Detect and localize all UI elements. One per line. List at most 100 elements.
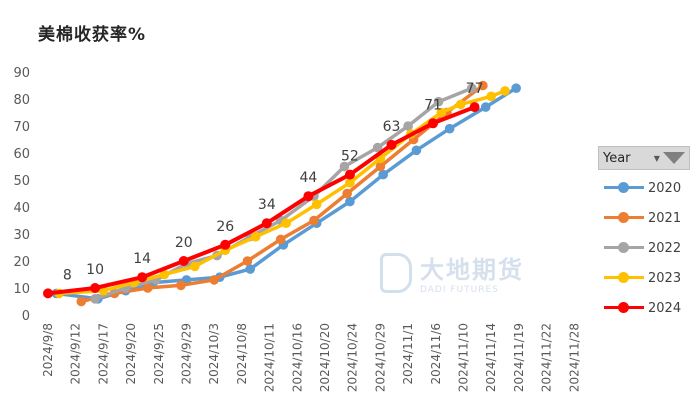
y-tick-label: 80	[13, 93, 30, 108]
data-label-2024: 71	[424, 97, 442, 113]
data-point-2020	[411, 145, 422, 156]
x-tick-label: 2024/11/10	[457, 323, 471, 392]
chart-title: 美棉收获率%	[38, 25, 147, 45]
legend-item-2020[interactable]: 2020	[598, 176, 690, 200]
data-point-2024	[220, 239, 231, 250]
data-point-2024	[469, 102, 480, 113]
data-point-2023	[250, 231, 261, 242]
data-point-2020	[480, 102, 491, 112]
data-point-2024	[386, 139, 397, 150]
legend-label: 2022	[648, 240, 682, 256]
data-point-2021	[342, 188, 352, 199]
data-point-2024	[428, 118, 439, 129]
data-point-2022	[403, 121, 413, 131]
data-point-2022	[433, 96, 444, 107]
data-label-2024: 14	[133, 251, 151, 267]
data-point-2023	[311, 199, 322, 210]
data-point-2020	[511, 83, 521, 93]
x-tick-label: 2024/9/8	[41, 323, 55, 377]
x-tick-label: 2024/9/17	[96, 323, 110, 385]
x-tick-label: 2024/10/11	[263, 323, 277, 392]
legend-label: 2021	[648, 210, 682, 226]
data-point-2024	[178, 256, 189, 266]
legend-label: 2020	[648, 180, 682, 196]
x-tick-label: 2024/11/1	[401, 323, 415, 385]
x-tick-label: 2024/10/29	[373, 323, 387, 392]
data-point-2023	[190, 261, 200, 272]
y-tick-label: 10	[13, 282, 30, 297]
x-tick-label: 2024/11/6	[429, 323, 443, 385]
x-tick-label: 2024/10/16	[290, 323, 304, 392]
data-point-2021	[176, 280, 186, 291]
legend-header-label: Year	[603, 150, 631, 166]
data-point-2020	[245, 264, 256, 274]
y-tick-label: 50	[13, 174, 30, 189]
data-point-2024	[137, 272, 148, 283]
data-point-2021	[142, 283, 153, 293]
x-tick-label: 2024/10/3	[207, 323, 221, 385]
x-tick-label: 2024/9/29	[180, 323, 194, 385]
data-point-2021	[375, 161, 386, 172]
x-tick-label: 2024/11/28	[567, 323, 581, 392]
legend: Year ▼ 2020 2021 2022 2023 2024	[598, 146, 690, 320]
data-point-2021	[209, 275, 219, 285]
data-label-2024: 10	[86, 262, 104, 278]
watermark-logo-icon	[380, 252, 412, 293]
y-tick-label: 0	[22, 309, 30, 324]
data-point-2024	[344, 169, 355, 180]
data-point-2023	[486, 91, 497, 102]
data-point-2021	[242, 256, 253, 266]
data-point-2024	[303, 191, 314, 202]
data-label-2024: 52	[341, 149, 359, 165]
filter-funnel-icon[interactable]	[663, 152, 685, 164]
data-point-2022	[372, 142, 383, 153]
data-point-2022	[90, 294, 100, 304]
data-point-2021	[76, 296, 87, 307]
legend-filter-header[interactable]: Year ▼	[598, 146, 690, 170]
y-tick-label: 20	[13, 255, 30, 270]
legend-item-2024[interactable]: 2024	[598, 296, 690, 320]
data-point-2022	[467, 83, 477, 93]
data-point-2024	[90, 283, 101, 293]
legend-swatch	[604, 241, 644, 255]
data-label-2024: 20	[175, 235, 193, 251]
legend-swatch	[604, 271, 644, 285]
data-label-2024: 26	[216, 219, 234, 235]
x-tick-label: 2024/11/19	[512, 323, 526, 392]
data-point-2020	[345, 196, 355, 207]
data-point-2020	[378, 169, 388, 180]
watermark-en: DADI FUTURES	[420, 285, 499, 295]
legend-label: 2023	[648, 270, 682, 286]
legend-swatch	[604, 211, 644, 225]
data-point-2023	[455, 99, 466, 110]
y-tick-label: 30	[13, 228, 30, 243]
data-point-2023	[436, 107, 447, 118]
dropdown-arrow-icon[interactable]: ▼	[653, 153, 660, 163]
legend-item-2021[interactable]: 2021	[598, 206, 690, 230]
x-tick-label: 2024/9/12	[69, 323, 83, 385]
series-line-2023	[57, 89, 507, 296]
data-label-2024: 34	[258, 197, 276, 213]
data-point-2023	[159, 269, 170, 280]
data-label-2024: 63	[383, 119, 401, 135]
watermark: 大地期货 DADI FUTURES	[380, 250, 524, 295]
data-point-2023	[500, 86, 510, 96]
data-point-2021	[478, 80, 488, 91]
data-point-2023	[281, 218, 292, 228]
data-label-2024: 44	[299, 170, 317, 186]
legend-item-2023[interactable]: 2023	[598, 266, 690, 290]
data-point-2023	[345, 177, 355, 188]
legend-label: 2024	[648, 300, 682, 316]
x-tick-label: 2024/10/8	[235, 323, 249, 385]
x-tick-label: 2024/11/14	[484, 323, 498, 392]
y-tick-label: 70	[13, 120, 30, 135]
data-label-2024: 77	[466, 81, 484, 97]
y-tick-label: 40	[13, 201, 30, 216]
x-tick-label: 2024/9/20	[124, 323, 138, 385]
data-point-2021	[309, 215, 319, 226]
y-tick-label: 60	[13, 147, 30, 162]
data-point-2024	[43, 288, 53, 299]
legend-item-2022[interactable]: 2022	[598, 236, 690, 260]
data-label-2024: 8	[63, 267, 72, 283]
